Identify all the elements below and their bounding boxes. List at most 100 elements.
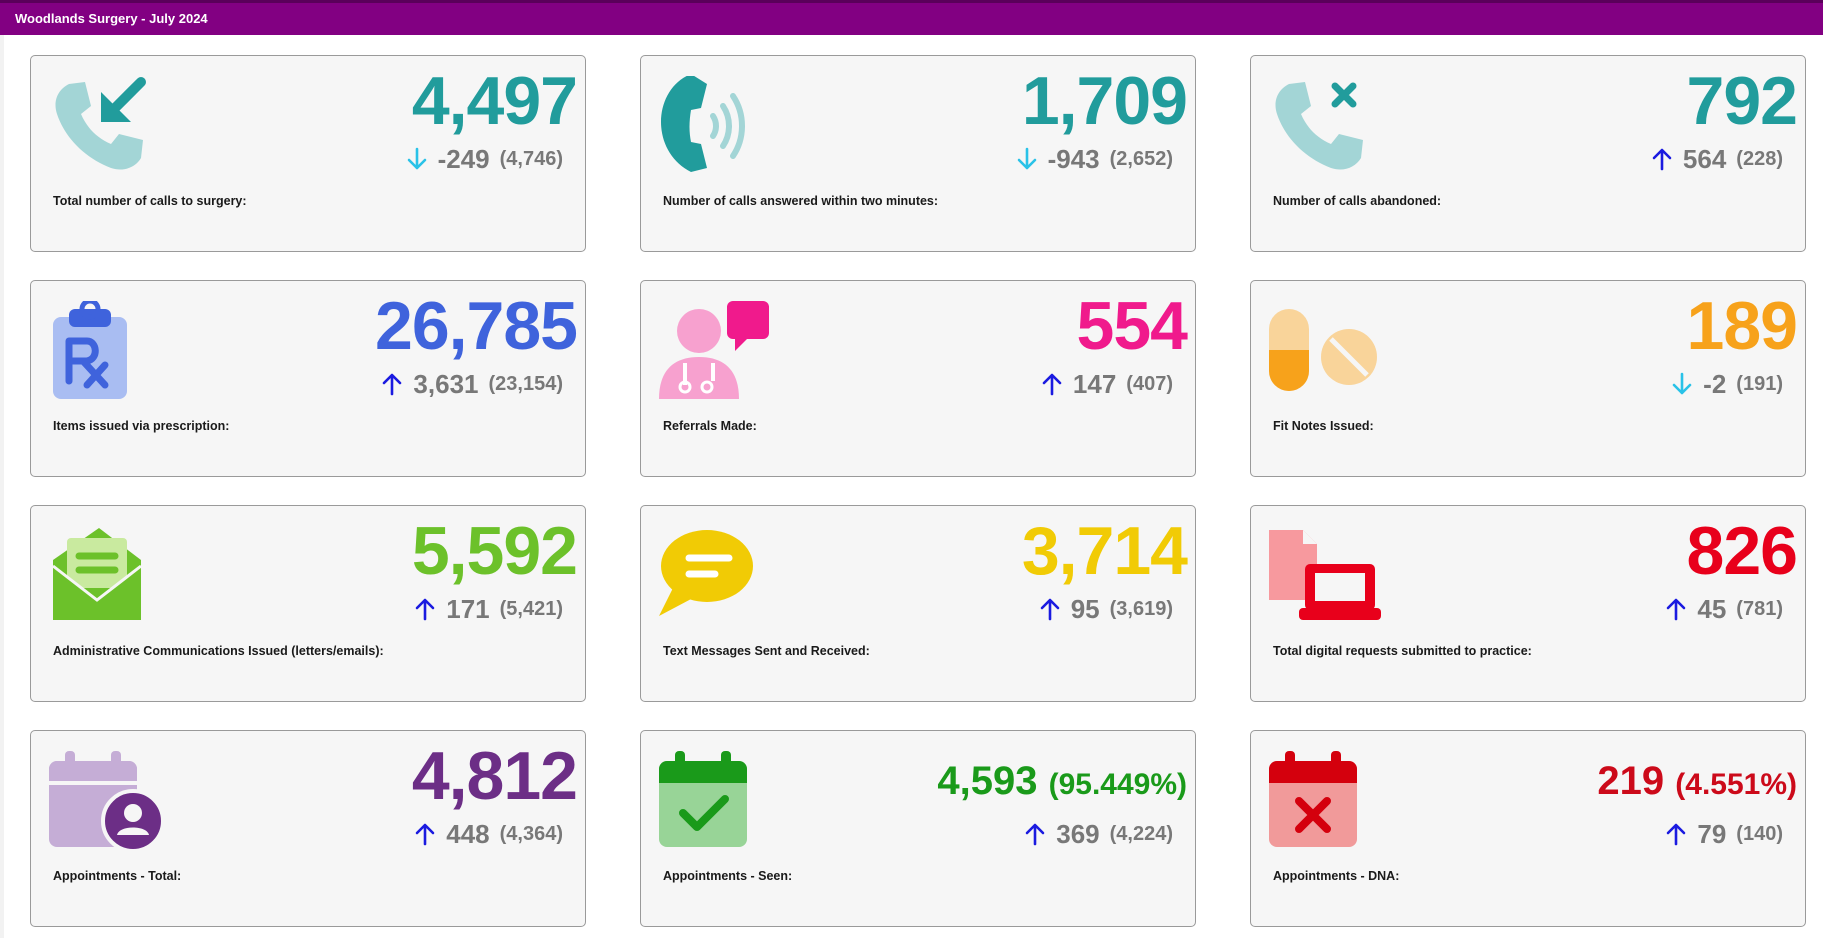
metric-label: Total number of calls to surgery: xyxy=(53,194,247,208)
metric-change: 369 xyxy=(1056,818,1100,849)
metric-previous: (4,224) xyxy=(1109,822,1173,845)
metric-delta: 171 (5,421) xyxy=(414,592,563,626)
metric-delta: -2 (191) xyxy=(1671,367,1783,401)
card-admin-comms: 5,592 171 (5,421) Administrative Communi… xyxy=(30,505,586,702)
arrow-up-icon xyxy=(415,598,435,621)
metric-change: 95 xyxy=(1070,593,1100,624)
card-digital-requests: 826 45 (781) Total digital requests subm… xyxy=(1250,505,1806,702)
calendar-check-icon xyxy=(659,751,759,851)
metric-previous: (23,154) xyxy=(488,372,564,395)
metric-value: 4,593 xyxy=(937,759,1038,803)
calendar-person-icon xyxy=(49,751,165,853)
metric-label: Appointments - Total: xyxy=(53,869,182,883)
card-appointments-seen: 4,593 (95.449%) 369 (4,224) Appointments… xyxy=(640,730,1196,927)
card-appointments-dna: 219 (4.551%) 79 (140) Appointments - DNA… xyxy=(1250,730,1806,927)
arrow-up-icon xyxy=(1040,598,1060,621)
metric-change: 3,631 xyxy=(413,368,479,399)
arrow-up-icon xyxy=(415,823,435,846)
arrow-up-icon xyxy=(1042,373,1062,396)
arrow-down-icon xyxy=(1017,147,1036,170)
arrow-up-icon xyxy=(383,373,402,396)
metric-previous: (228) xyxy=(1736,147,1783,170)
metric-change: -249 xyxy=(437,143,490,174)
card-appointments-total: 4,812 448 (4,364) Appointments - Total: xyxy=(30,730,586,927)
metric-value-group: 219 (4.551%) xyxy=(1597,751,1797,815)
metric-change: 147 xyxy=(1072,368,1117,399)
metric-previous: (4,364) xyxy=(499,822,563,845)
metric-delta: 79 (140) xyxy=(1665,817,1783,851)
card-text-messages: 3,714 95 (3,619) Text Messages Sent and … xyxy=(640,505,1196,702)
speech-bubble-icon xyxy=(659,526,759,626)
metric-label: Total digital requests submitted to prac… xyxy=(1273,644,1532,658)
pills-icon xyxy=(1269,301,1377,401)
metric-delta: -249 (4,746) xyxy=(406,142,563,176)
open-envelope-icon xyxy=(49,526,149,626)
metric-label: Items issued via prescription: xyxy=(53,419,230,433)
metric-value: 4,812 xyxy=(411,738,578,814)
metric-delta: 369 (4,224) xyxy=(1024,817,1173,851)
arrow-up-icon xyxy=(1025,823,1045,846)
metric-label: Number of calls answered within two minu… xyxy=(663,194,939,208)
metric-value: 5,592 xyxy=(411,513,578,589)
arrow-up-icon xyxy=(1667,598,1686,621)
metric-previous: (3,619) xyxy=(1109,597,1173,620)
metric-previous: (2,652) xyxy=(1109,147,1173,170)
metric-value: 826 xyxy=(1686,513,1798,589)
metric-change: 45 xyxy=(1697,593,1727,624)
arrow-down-icon xyxy=(1672,372,1692,395)
metric-delta: 448 (4,364) xyxy=(414,817,563,851)
metric-value: 3,714 xyxy=(1021,513,1188,589)
card-calls-total: 4,497 -249 (4,746) Total number of calls… xyxy=(30,55,586,252)
metric-percentage: (95.449%) xyxy=(1048,768,1187,801)
metric-label: Referrals Made: xyxy=(663,419,757,433)
metric-value: 554 xyxy=(1076,288,1188,364)
metric-delta: -943 (2,652) xyxy=(1016,142,1173,176)
calendar-cross-icon xyxy=(1269,751,1369,851)
incoming-call-icon xyxy=(49,76,149,176)
metric-value: 219 xyxy=(1597,759,1665,803)
metric-label: Appointments - Seen: xyxy=(663,869,793,883)
metric-value: 792 xyxy=(1686,63,1798,139)
metric-value: 189 xyxy=(1686,288,1798,364)
prescription-clipboard-icon xyxy=(49,298,149,401)
metric-previous: (5,421) xyxy=(499,597,563,620)
metric-previous: (140) xyxy=(1736,822,1783,845)
metric-delta: 3,631 (23,154) xyxy=(381,367,563,401)
metric-label: Text Messages Sent and Received: xyxy=(663,644,870,658)
metric-label: Administrative Communications Issued (le… xyxy=(53,644,384,658)
metric-previous: (191) xyxy=(1736,372,1783,395)
metric-change: -2 xyxy=(1703,368,1727,399)
card-calls-answered: 1,709 -943 (2,652) Number of calls answe… xyxy=(640,55,1196,252)
laptop-document-icon xyxy=(1269,526,1381,626)
metric-delta: 564 (228) xyxy=(1651,142,1783,176)
metric-value: 26,785 xyxy=(375,288,578,364)
metric-previous: (781) xyxy=(1736,597,1783,620)
metric-change: 564 xyxy=(1682,143,1727,174)
dashboard-title: Woodlands Surgery - July 2024 xyxy=(0,0,1823,35)
metric-percentage: (4.551%) xyxy=(1675,768,1797,801)
metric-value-group: 4,593 (95.449%) xyxy=(937,751,1187,815)
card-prescriptions: 26,785 3,631 (23,154) Items issued via p… xyxy=(30,280,586,477)
metric-previous: (4,746) xyxy=(499,147,563,170)
arrow-down-icon xyxy=(407,147,426,170)
missed-call-icon xyxy=(1269,76,1369,176)
metric-change: 448 xyxy=(446,818,490,849)
metric-change: -943 xyxy=(1047,143,1100,174)
metric-delta: 45 (781) xyxy=(1665,592,1783,626)
card-fit-notes: 189 -2 (191) Fit Notes Issued: xyxy=(1250,280,1806,477)
phone-ringing-icon xyxy=(659,74,759,176)
metric-change: 171 xyxy=(446,593,490,624)
metric-previous: (407) xyxy=(1126,372,1173,395)
metric-delta: 147 (407) xyxy=(1041,367,1173,401)
metric-label: Appointments - DNA: xyxy=(1273,869,1400,883)
metric-change: 79 xyxy=(1697,818,1727,849)
doctor-chat-icon xyxy=(659,301,769,401)
arrow-up-icon xyxy=(1667,823,1686,846)
metric-value: 4,497 xyxy=(411,63,578,139)
arrow-up-icon xyxy=(1652,148,1672,171)
metric-label: Number of calls abandoned: xyxy=(1273,194,1442,208)
metric-value: 1,709 xyxy=(1021,63,1188,139)
metric-label: Fit Notes Issued: xyxy=(1273,419,1374,433)
metric-delta: 95 (3,619) xyxy=(1039,592,1173,626)
left-edge xyxy=(0,35,4,938)
